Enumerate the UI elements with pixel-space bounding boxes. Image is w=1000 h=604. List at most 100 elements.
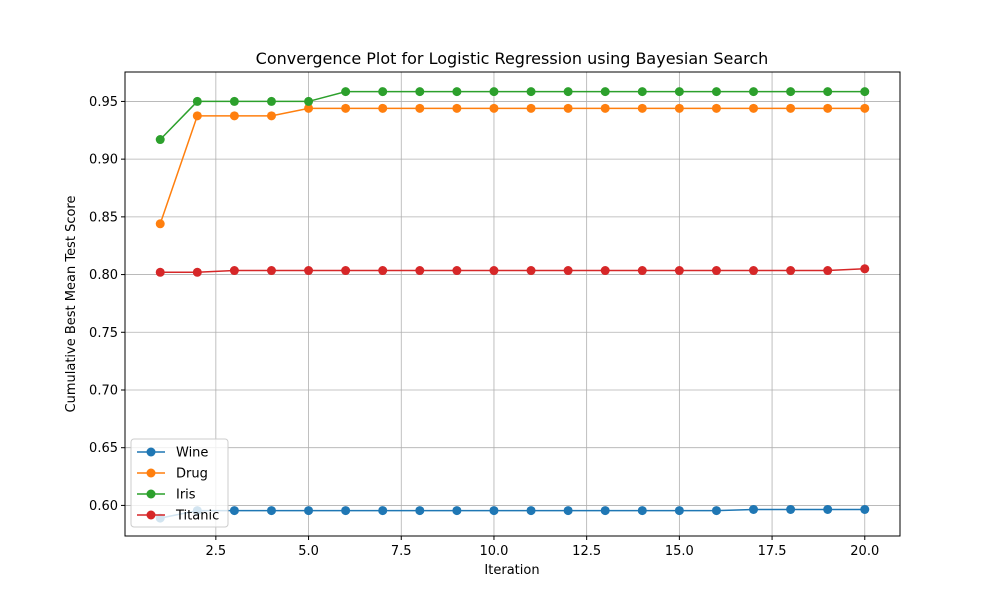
data-point-drug xyxy=(600,103,610,113)
data-point-titanic xyxy=(452,266,462,276)
data-point-titanic xyxy=(415,266,425,276)
data-point-iris xyxy=(229,96,239,106)
data-point-titanic xyxy=(489,266,499,276)
data-point-drug xyxy=(452,103,462,113)
legend-label: Iris xyxy=(176,488,196,503)
x-tick-label: 17.5 xyxy=(758,544,787,559)
data-point-drug xyxy=(155,219,165,229)
data-point-titanic xyxy=(786,266,796,276)
plot-frame xyxy=(124,71,901,537)
data-point-iris xyxy=(266,96,276,106)
x-tick-label: 5.0 xyxy=(298,544,319,559)
data-point-iris xyxy=(674,87,684,97)
data-point-wine xyxy=(860,504,870,514)
x-tick-label: 15.0 xyxy=(665,544,694,559)
data-point-titanic xyxy=(266,266,276,276)
x-tick-label: 10.0 xyxy=(479,544,508,559)
series-line-wine xyxy=(160,508,865,519)
data-point-drug xyxy=(526,103,536,113)
data-point-iris xyxy=(341,87,351,97)
data-point-titanic xyxy=(304,266,314,276)
y-tick-label: 0.95 xyxy=(89,95,118,110)
x-tick-label: 20.0 xyxy=(850,544,879,559)
data-point-drug xyxy=(711,103,721,113)
data-point-wine xyxy=(637,506,647,516)
data-point-wine xyxy=(823,504,833,514)
data-point-titanic xyxy=(711,266,721,276)
legend-marker xyxy=(146,489,156,499)
data-point-wine xyxy=(526,506,536,516)
x-tick-label: 12.5 xyxy=(572,544,601,559)
data-point-wine xyxy=(341,506,351,516)
data-point-iris xyxy=(823,87,833,97)
data-point-drug xyxy=(304,103,314,113)
data-point-titanic xyxy=(749,266,759,276)
data-point-wine xyxy=(304,506,314,516)
legend-item-titanic: Titanic xyxy=(137,509,219,524)
data-point-drug xyxy=(823,103,833,113)
data-point-iris xyxy=(860,87,870,97)
series-line-iris xyxy=(159,90,865,141)
data-point-wine xyxy=(452,506,462,516)
data-point-wine xyxy=(415,506,425,516)
series-line-titanic xyxy=(160,268,865,274)
data-point-titanic xyxy=(378,266,388,276)
legend-box xyxy=(130,438,229,528)
data-point-drug xyxy=(489,103,499,113)
data-point-drug xyxy=(229,111,239,121)
axis-ticks: 2.5 5.0 7.5 10.0 12.5 15.0 17.5 20.0 0.60 0.65 0.7… xyxy=(89,95,879,559)
data-point-drug xyxy=(378,103,388,113)
data-point-wine xyxy=(489,506,499,516)
data-point-drug xyxy=(415,103,425,113)
data-point-wine xyxy=(749,504,759,514)
data-point-iris xyxy=(600,87,610,97)
legend-label: Drug xyxy=(176,467,208,482)
data-point-iris xyxy=(637,87,647,97)
data-point-iris xyxy=(749,87,759,97)
data-point-iris xyxy=(155,135,165,145)
data-point-iris xyxy=(304,96,314,106)
grid-lines xyxy=(125,72,900,536)
data-point-wine xyxy=(266,506,276,516)
y-axis-label: Cumulative Best Mean Test Score xyxy=(64,196,79,413)
data-point-iris xyxy=(563,87,573,97)
data-point-titanic xyxy=(637,266,647,276)
data-point-drug xyxy=(192,111,202,121)
x-tick-label: 7.5 xyxy=(391,544,412,559)
legend-item-wine: Wine xyxy=(137,446,208,461)
data-point-titanic xyxy=(229,266,239,276)
data-point-wine xyxy=(378,506,388,516)
legend-item-drug: Drug xyxy=(137,467,208,482)
legend-label: Wine xyxy=(176,446,208,461)
data-point-iris xyxy=(415,87,425,97)
data-point-wine xyxy=(600,506,610,516)
data-point-drug xyxy=(266,111,276,121)
data-point-drug xyxy=(786,103,796,113)
y-tick-label: 0.80 xyxy=(89,268,118,283)
data-point-wine xyxy=(563,506,573,516)
y-tick-label: 0.90 xyxy=(89,153,118,168)
legend-label: Titanic xyxy=(175,509,219,524)
data-point-drug xyxy=(749,103,759,113)
data-point-iris xyxy=(489,87,499,97)
legend-marker xyxy=(146,447,156,457)
data-point-drug xyxy=(637,103,647,113)
series-titanic xyxy=(155,264,870,277)
y-tick-label: 0.70 xyxy=(89,383,118,398)
data-point-titanic xyxy=(341,266,351,276)
series-drug xyxy=(155,103,870,229)
data-point-drug xyxy=(674,103,684,113)
data-point-titanic xyxy=(860,264,870,274)
legend-item-iris: Iris xyxy=(137,488,196,503)
series-iris xyxy=(155,87,870,145)
data-point-titanic xyxy=(674,266,684,276)
data-point-iris xyxy=(192,96,202,106)
y-tick-label: 0.65 xyxy=(89,441,118,456)
y-tick-label: 0.60 xyxy=(89,499,118,514)
data-point-titanic xyxy=(823,266,833,276)
data-point-iris xyxy=(452,87,462,97)
data-point-drug xyxy=(860,103,870,113)
legend: Wine Drug Iris Titanic xyxy=(130,438,229,528)
data-point-titanic xyxy=(563,266,573,276)
